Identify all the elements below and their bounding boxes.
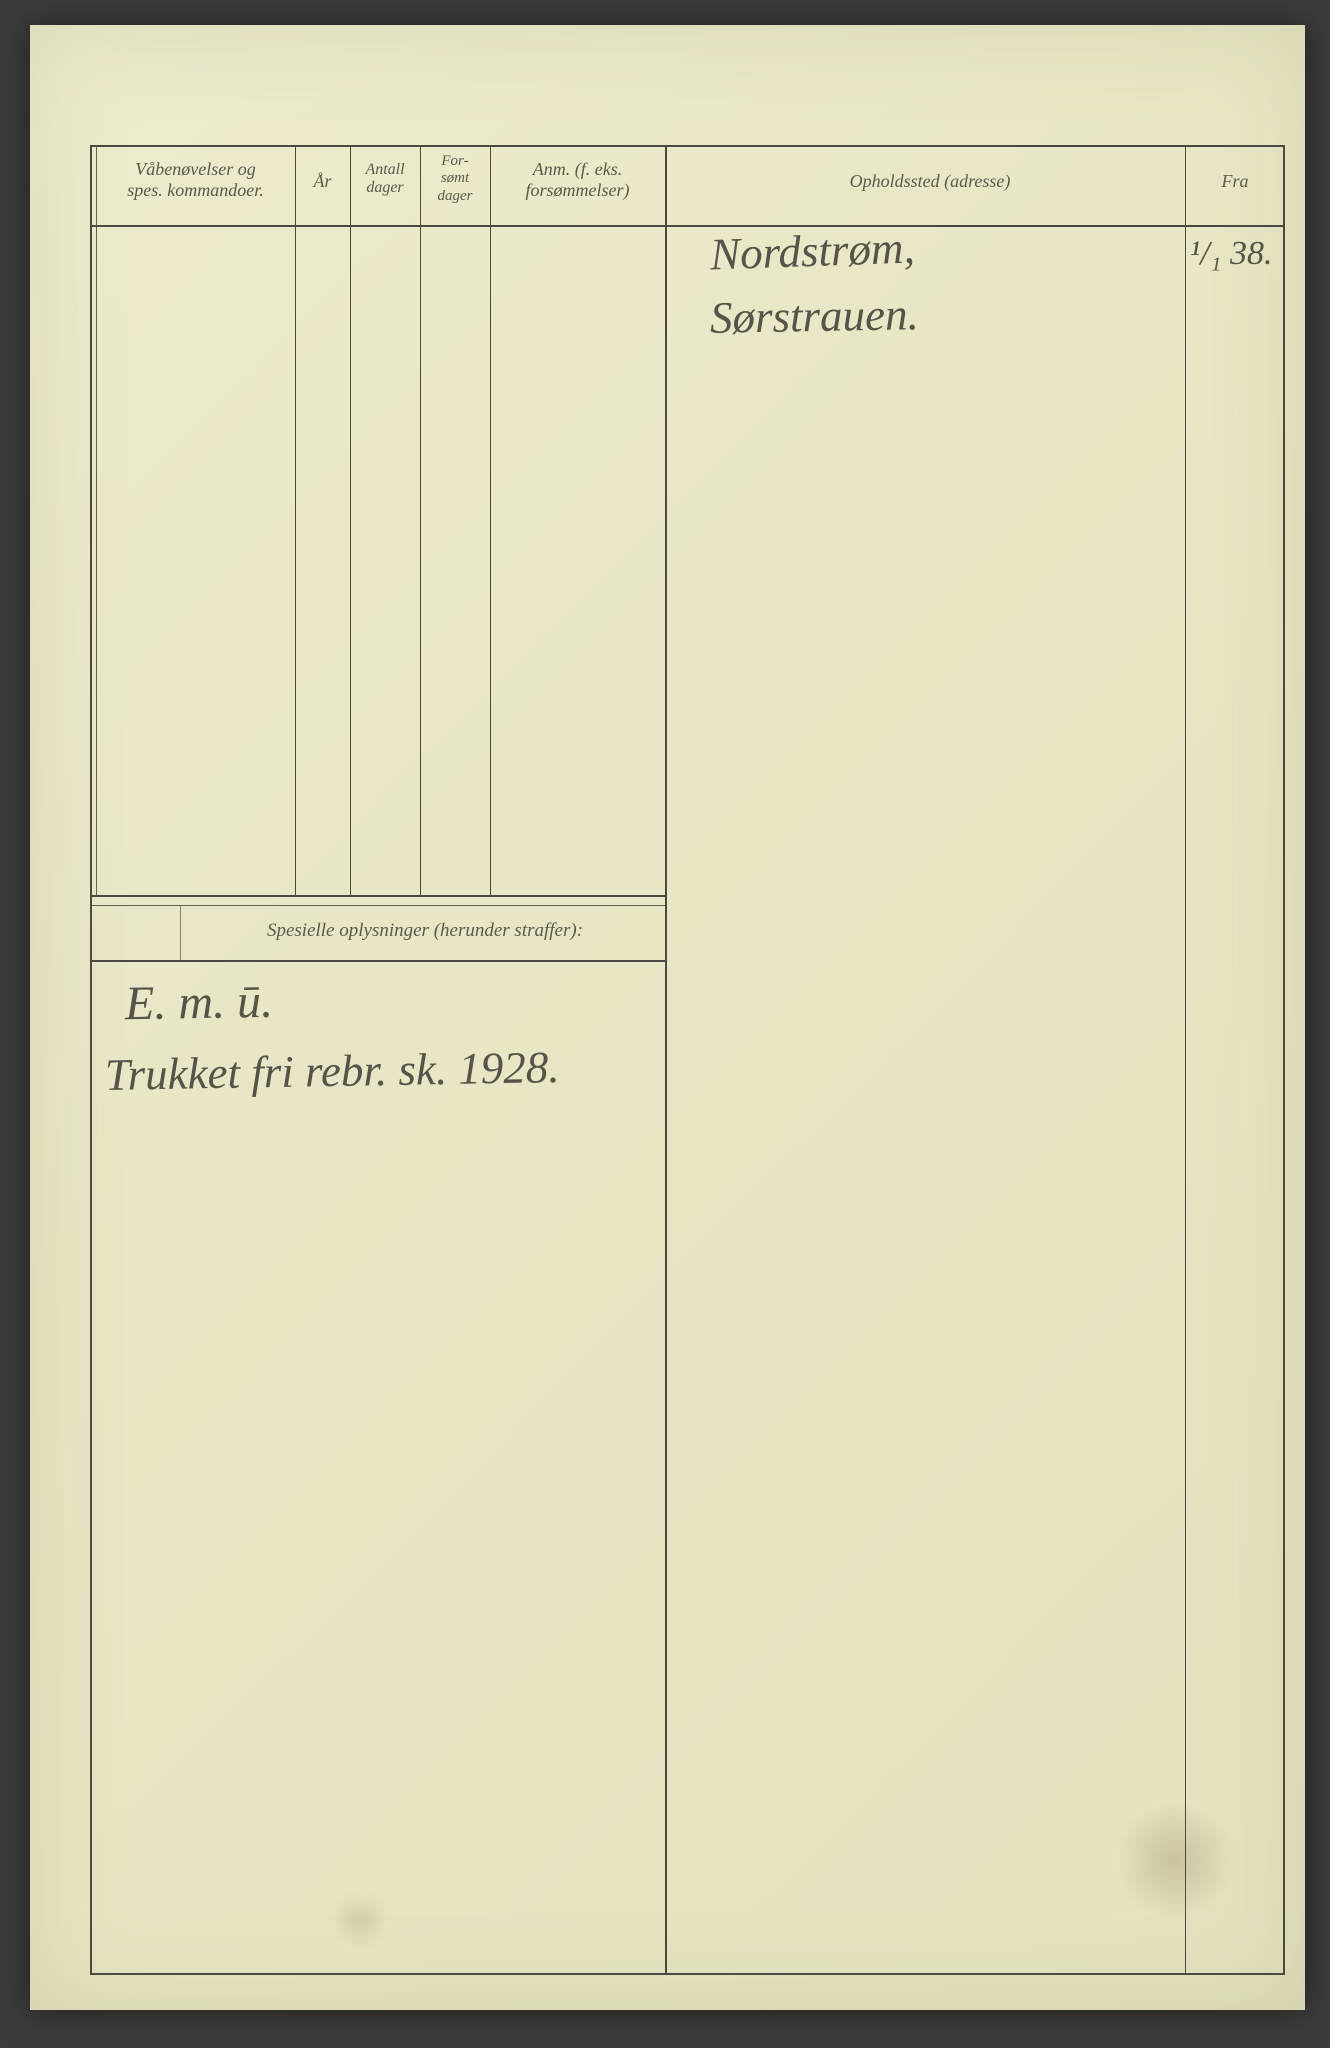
rule-right-outer [1283, 145, 1285, 1975]
rule-col6-7 [1185, 145, 1186, 1975]
col-header-exercises-text: Våbenøvelser ogspes. kommandoer. [127, 159, 264, 200]
rule-left-outer [90, 145, 92, 895]
rule-col3-4 [420, 145, 421, 895]
special-info-header-text: Spesielle oplysninger (herunder straffer… [267, 920, 583, 941]
rule-left-inner [96, 145, 97, 895]
handwritten-address-line2: Sørstrauen. [710, 288, 920, 344]
col-header-days-text: Antalldager [365, 161, 404, 196]
col-header-days: Antalldager [350, 161, 420, 198]
handwritten-fra-date-text: ¹/₁ 38. [1190, 235, 1272, 272]
col-header-address-text: Opholdssted (adresse) [850, 171, 1011, 191]
handwritten-notes-line2: Trukket fri rebr. sk. 1928. [105, 1041, 560, 1101]
document-page: Våbenøvelser ogspes. kommandoer. År Anta… [30, 25, 1305, 2010]
col-header-missed-text: For-sømtdager [438, 153, 473, 204]
handwritten-notes-line2-text: Trukket fri rebr. sk. 1928. [105, 1042, 560, 1100]
col-header-exercises: Våbenøvelser ogspes. kommandoer. [98, 159, 293, 200]
col-header-missed: For-sømtdager [420, 153, 490, 205]
handwritten-address-line1-text: Nordstrøm, [709, 222, 915, 279]
col-header-notes: Anm. (f. eks.forsømmelser) [490, 159, 665, 200]
col-header-notes-text: Anm. (f. eks.forsømmelser) [526, 159, 630, 200]
col-header-year: År [295, 171, 350, 192]
handwritten-notes-line1: E. m. ū. [125, 974, 274, 1032]
special-info-header: Spesielle oplysninger (herunder straffer… [190, 920, 660, 942]
rule-header-bottom [90, 225, 1285, 227]
rule-special-stub [180, 905, 181, 960]
col-header-from-text: Fra [1222, 171, 1249, 191]
rule-col2-3 [350, 145, 351, 895]
col-header-year-text: År [314, 171, 332, 191]
rule-left-outer-lower [90, 895, 92, 1975]
rule-special-bottom [90, 960, 665, 962]
rule-col5-6 [665, 145, 667, 1975]
col-header-from: Fra [1200, 171, 1270, 192]
handwritten-address-line2-text: Sørstrauen. [710, 289, 920, 343]
col-header-address: Opholdssted (adresse) [770, 171, 1090, 192]
rule-col4-5 [490, 145, 491, 895]
rule-top [90, 145, 1285, 147]
rule-bottom [90, 1973, 1285, 1975]
rule-upper-bottom [90, 895, 665, 897]
form-area: Våbenøvelser ogspes. kommandoer. År Anta… [90, 145, 1285, 1975]
rule-special-top [90, 905, 665, 906]
handwritten-fra-date: ¹/₁ 38. [1190, 235, 1272, 273]
rule-col1-2 [295, 145, 296, 895]
handwritten-address-line1: Nordstrøm, [709, 221, 915, 280]
handwritten-notes-line1-text: E. m. ū. [125, 975, 274, 1031]
